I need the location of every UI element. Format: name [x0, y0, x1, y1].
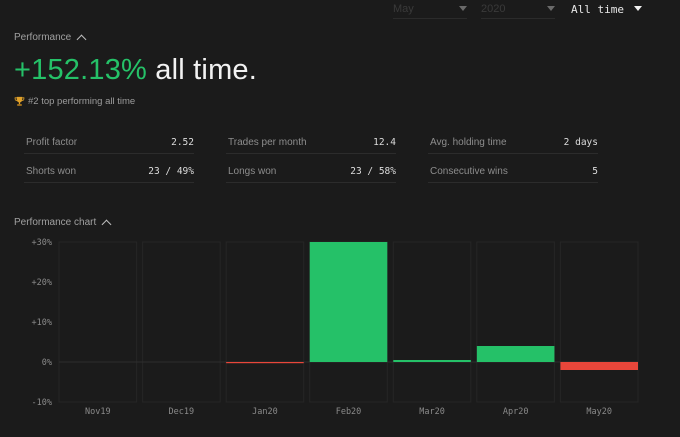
stat-value: 12.4 — [373, 136, 396, 148]
year-dropdown[interactable]: 2020 — [481, 0, 555, 19]
stat-value: 23 / 49% — [148, 165, 194, 177]
bar-apr20 — [476, 346, 555, 362]
x-tick-label: May20 — [586, 407, 612, 417]
stat-trades-per-month: Trades per month 12.4 — [226, 131, 396, 154]
stat-avg-holding-time: Avg. holding time 2 days — [428, 131, 598, 154]
chart-column-panel — [225, 241, 305, 403]
stat-profit-factor: Profit factor 2.52 — [24, 131, 194, 154]
performance-headline: +152.13% all time. — [14, 54, 257, 87]
rank-badge: #2 top performing all time — [14, 96, 135, 107]
stat-label: Avg. holding time — [430, 136, 507, 148]
y-tick-label: 0% — [42, 358, 52, 368]
chart-column-panel — [142, 241, 221, 403]
stat-label: Longs won — [228, 165, 277, 177]
chart-column-panel — [58, 241, 138, 403]
stat-value: 2 days — [563, 136, 598, 148]
stat-longs-won: Longs won 23 / 58% — [226, 160, 396, 183]
trophy-icon — [14, 96, 25, 106]
stat-shorts-won: Shorts won 23 / 49% — [24, 160, 194, 183]
stat-value: 2.52 — [171, 136, 194, 148]
x-tick-label: Apr20 — [503, 407, 529, 417]
stat-label: Shorts won — [26, 165, 77, 177]
x-tick-label: Feb20 — [336, 407, 362, 417]
y-tick-label: -10% — [32, 398, 52, 408]
x-tick-label: Nov19 — [85, 407, 111, 417]
chart-column-panel — [392, 241, 472, 403]
stat-label: Profit factor — [26, 136, 78, 148]
y-tick-label: +20% — [32, 278, 52, 288]
month-dropdown[interactable]: May — [393, 0, 467, 19]
month-dropdown-value: May — [393, 3, 414, 15]
x-tick-label: Jan20 — [252, 407, 278, 417]
year-dropdown-value: 2020 — [481, 3, 506, 15]
stat-label: Trades per month — [228, 136, 307, 148]
period-dropdown-value: All time — [571, 2, 624, 16]
performance-section-toggle[interactable]: Performance — [14, 32, 87, 45]
period-dropdown[interactable]: All time — [571, 0, 642, 18]
stat-value: 23 / 58% — [350, 165, 396, 177]
bar-feb20 — [309, 242, 388, 362]
performance-chart-label: Performance chart — [14, 217, 97, 228]
stat-value: 5 — [592, 165, 598, 177]
stat-label: Consecutive wins — [430, 165, 508, 177]
chart-column-panel — [476, 241, 555, 403]
y-tick-label: +30% — [32, 238, 52, 248]
rank-text: #2 top performing all time — [28, 96, 136, 107]
chevron-down-icon — [459, 6, 467, 11]
return-value: +152.13% — [14, 54, 148, 86]
performance-section-label: Performance — [14, 32, 72, 43]
chevron-down-icon — [634, 6, 642, 11]
chart-column-panel — [559, 241, 639, 403]
bar-mar20 — [393, 360, 471, 362]
performance-chart-section-toggle[interactable]: Performance chart — [14, 217, 112, 230]
x-tick-label: Dec19 — [169, 407, 195, 417]
bar-jan20 — [226, 362, 304, 364]
y-tick-label: +10% — [32, 318, 52, 328]
x-tick-label: Mar20 — [419, 407, 445, 417]
chevron-down-icon — [547, 6, 555, 11]
return-suffix: all time. — [155, 54, 258, 86]
bar-may20 — [560, 362, 638, 370]
stat-consecutive-wins: Consecutive wins 5 — [428, 160, 598, 183]
